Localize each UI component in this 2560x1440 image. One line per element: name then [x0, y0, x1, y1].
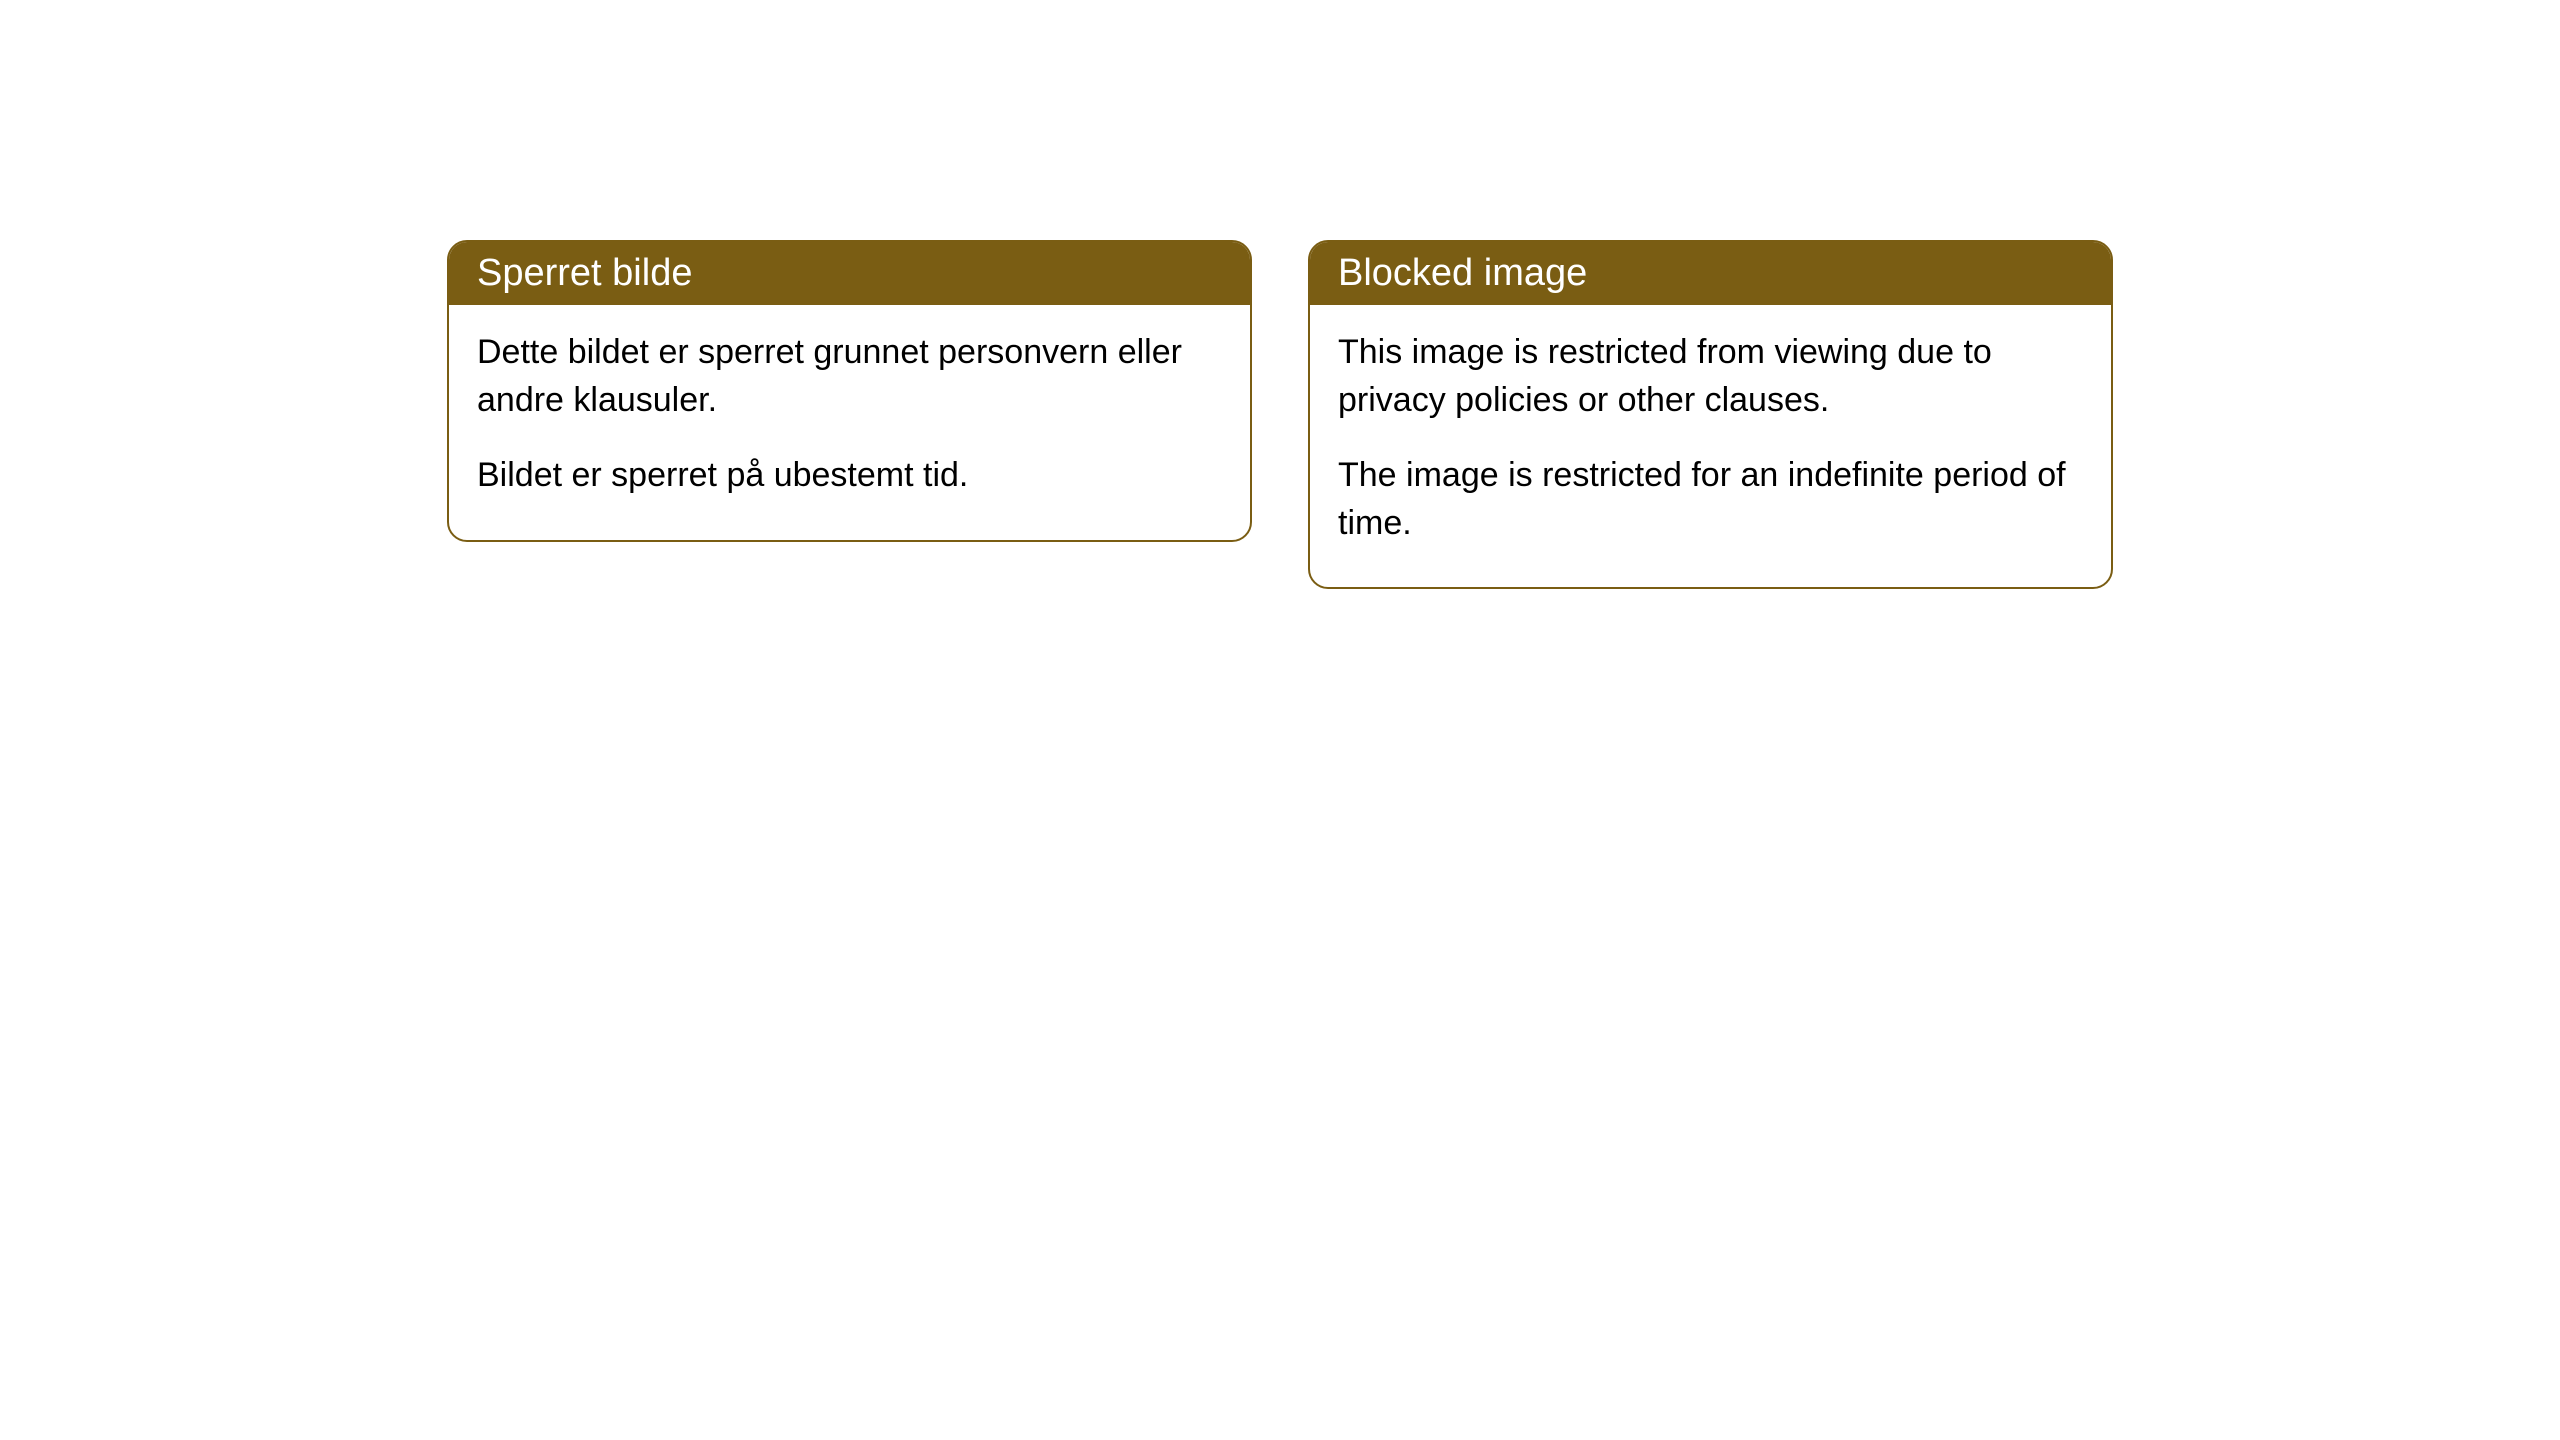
card-paragraph-1-english: This image is restricted from viewing du…	[1338, 329, 2083, 424]
card-paragraph-2-norwegian: Bildet er sperret på ubestemt tid.	[477, 452, 1222, 500]
blocked-image-card-english: Blocked image This image is restricted f…	[1308, 240, 2113, 589]
card-body-english: This image is restricted from viewing du…	[1310, 305, 2111, 587]
card-paragraph-2-english: The image is restricted for an indefinit…	[1338, 452, 2083, 547]
card-header-norwegian: Sperret bilde	[449, 242, 1250, 305]
blocked-image-card-norwegian: Sperret bilde Dette bildet er sperret gr…	[447, 240, 1252, 542]
card-body-norwegian: Dette bildet er sperret grunnet personve…	[449, 305, 1250, 540]
card-header-english: Blocked image	[1310, 242, 2111, 305]
card-paragraph-1-norwegian: Dette bildet er sperret grunnet personve…	[477, 329, 1222, 424]
